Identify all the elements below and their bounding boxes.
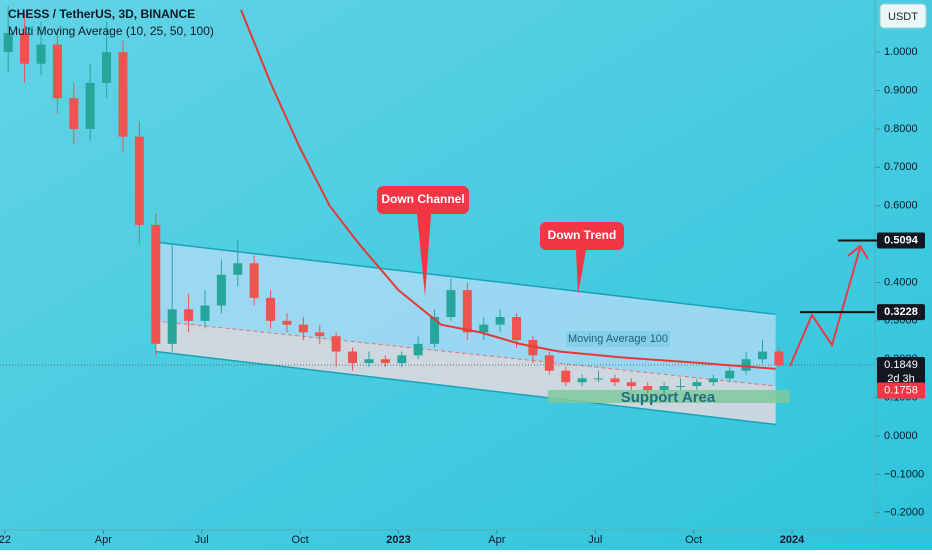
candle-body [413,343,423,356]
callout [377,186,469,296]
candle-body [676,386,686,388]
candle-body [544,355,554,371]
price-box [877,232,925,249]
currency-box[interactable] [879,3,927,29]
price-label: 0.1849 [884,359,918,371]
x-tick-label: 2023 [386,534,410,546]
candle-body [118,52,128,137]
moving-average-line [240,9,776,370]
x-tick-label: 22 [0,534,11,546]
channel-upper [155,241,776,316]
y-tick-label: 0.6000 [884,200,918,212]
y-tick-label: −0.1000 [884,468,924,480]
x-tick-label: Apr [95,534,112,546]
candle-body [364,359,374,364]
candle-body [741,359,751,371]
candle-body [249,263,259,298]
price-box [877,304,925,321]
chart-subtitle: Multi Moving Average (10, 25, 50, 100) [8,24,214,38]
channel-middle [155,320,776,387]
candle-body [331,336,341,352]
projection-head [847,244,869,260]
price-label: 0.5094 [884,234,919,246]
annotation: Moving Average 100 [568,333,668,345]
candle-body [430,317,440,344]
y-tick-label: 0.0000 [884,430,918,442]
candle-body [380,359,390,364]
candle-body [577,378,587,383]
y-tick-label: 0.7000 [884,161,918,173]
callout [540,222,624,294]
candle-body [446,290,456,318]
candle-body [495,317,505,325]
candle-body [151,224,161,344]
candle-body [708,378,718,383]
annotation: Down Trend [548,228,617,242]
candle-body [610,378,620,383]
candle-body [200,305,210,321]
candle-body [692,382,702,387]
y-tick-label: 0.9000 [884,84,918,96]
candle-body [462,290,472,333]
candle-body [348,351,358,364]
channel-lower [155,350,776,426]
candle-body [3,33,13,53]
y-tick-label: 0.4000 [884,276,918,288]
candle-body [626,382,636,387]
candle-body [512,317,522,341]
candle-body [233,263,243,275]
candle-body [315,332,325,337]
candle-body [561,370,571,383]
support-area [547,389,790,403]
price-box [877,382,925,399]
candle-body [216,274,226,306]
candle-body [725,370,735,379]
candle-body [282,320,292,325]
candle-body [134,136,144,225]
x-tick-label: Oct [292,534,309,546]
candle-body [298,324,308,333]
chart-title: CHESS / TetherUS, 3D, BINANCE [8,7,195,21]
candle-body [643,386,653,390]
candle-body [397,355,407,364]
projection [789,247,861,367]
countdown: 2d 3h [887,373,915,385]
candle-body [594,378,604,380]
label-bg [566,331,670,347]
price-box [877,357,925,388]
candle-body [184,309,194,321]
price-label: 0.3228 [884,306,918,318]
candle-body [69,98,79,129]
x-tick-label: 2024 [780,534,805,546]
y-tick-label: −0.2000 [884,507,924,519]
candle-body [167,309,177,344]
candle-body [52,44,62,99]
y-tick-label: 1.0000 [884,46,918,58]
x-tick-label: Apr [488,534,505,546]
annotation: Support Area [621,389,716,406]
x-tick-label: Jul [195,534,209,546]
candle-body [528,340,538,356]
x-tick-label: Oct [685,534,702,546]
candle-body [757,351,768,360]
x-tick-label: Jul [588,534,602,546]
annotation: Down Channel [381,192,464,206]
candle-body [36,44,46,64]
currency[interactable]: USDT [888,11,918,23]
y-tick-label: 0.8000 [884,123,918,135]
candle-body [479,324,489,333]
candle-body [102,52,112,83]
candle-body [20,33,30,64]
candle-body [266,297,276,321]
candle-body [659,386,669,390]
candle-body [85,82,95,129]
candle-body [774,351,784,365]
price-label: 0.1758 [884,384,918,396]
